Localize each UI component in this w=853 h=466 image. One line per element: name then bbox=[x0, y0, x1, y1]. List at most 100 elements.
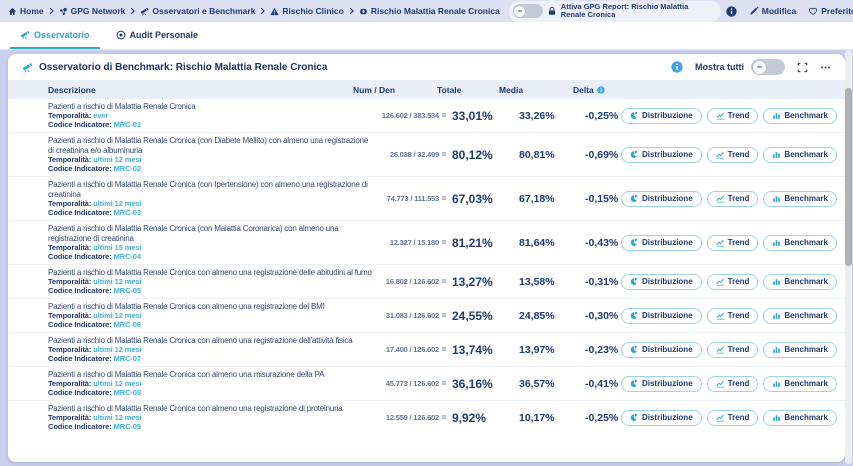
table-row: Pazienti a rischio di Malattia Renale Cr… bbox=[8, 366, 845, 400]
delta-value: -0,31% bbox=[585, 275, 619, 288]
chevron-right-icon bbox=[349, 7, 354, 15]
topbar-actions: Modifica Preferito bbox=[726, 5, 853, 17]
num-den-value: 126.602 / 383.534 bbox=[381, 111, 439, 120]
num-den-value: 12.327 / 15.180 bbox=[389, 238, 439, 247]
benchmark-panel: Osservatorio di Benchmark: Rischio Malat… bbox=[8, 54, 845, 462]
col-num-den: Num / Den bbox=[353, 84, 396, 95]
distribuzione-button[interactable]: Distribuzione bbox=[620, 234, 702, 251]
line-chart-icon bbox=[716, 151, 724, 159]
breadcrumb-label: Rischio Clinico bbox=[282, 6, 344, 16]
indicator-description: Pazienti a rischio di Malattia Renale Cr… bbox=[48, 136, 369, 155]
num-den-value: 17.400 / 126.602 bbox=[385, 345, 439, 354]
distribuzione-button[interactable]: Distribuzione bbox=[620, 107, 702, 124]
pie-chart-icon bbox=[630, 277, 638, 285]
benchmark-button[interactable]: Benchmark bbox=[763, 190, 837, 207]
mostra-tutti-control: Mostra tutti bbox=[695, 59, 785, 75]
trend-button[interactable]: Trend bbox=[706, 341, 759, 358]
kidney-icon bbox=[359, 8, 367, 14]
benchmark-button[interactable]: Benchmark bbox=[763, 375, 837, 392]
benchmark-label: Benchmark bbox=[784, 413, 828, 422]
trend-button[interactable]: Trend bbox=[706, 273, 759, 290]
modifica-button[interactable]: Modifica bbox=[749, 6, 796, 16]
indicator-description: Pazienti a rischio di Malattia Renale Cr… bbox=[48, 102, 196, 111]
scrollbar-track[interactable] bbox=[845, 50, 852, 464]
tab-osservatorio[interactable]: Osservatorio bbox=[10, 22, 100, 49]
tab-audit-personale[interactable]: Audit Personale bbox=[106, 22, 209, 49]
breadcrumb-item-rischio-clinico[interactable]: Rischio Clinico bbox=[270, 6, 344, 16]
distribuzione-button[interactable]: Distribuzione bbox=[620, 307, 702, 324]
trend-button[interactable]: Trend bbox=[706, 409, 759, 426]
col-totale: Totale bbox=[437, 84, 462, 95]
distribuzione-button[interactable]: Distribuzione bbox=[620, 146, 702, 163]
breadcrumb-item-home[interactable]: Home bbox=[8, 6, 44, 16]
target-icon bbox=[116, 30, 125, 39]
trend-label: Trend bbox=[727, 379, 750, 388]
totale-value: 24,55% bbox=[452, 308, 493, 323]
breadcrumb-item-osservatori[interactable]: Osservatori e Benchmark bbox=[140, 6, 255, 16]
trend-button[interactable]: Trend bbox=[706, 107, 759, 124]
trend-button[interactable]: Trend bbox=[706, 190, 759, 207]
distribuzione-button[interactable]: Distribuzione bbox=[620, 190, 702, 207]
bar-chart-icon bbox=[773, 196, 781, 202]
trend-button[interactable]: Trend bbox=[706, 375, 759, 392]
col-descrizione: Descrizione bbox=[48, 84, 96, 95]
network-icon bbox=[59, 7, 67, 15]
fullscreen-button[interactable] bbox=[797, 62, 808, 73]
benchmark-button[interactable]: Benchmark bbox=[763, 341, 837, 358]
distribuzione-button[interactable]: Distribuzione bbox=[620, 409, 702, 426]
breadcrumb-item-gpg-network[interactable]: GPG Network bbox=[59, 6, 125, 16]
codice-label: Codice Indicatore: bbox=[48, 421, 112, 431]
more-options-button[interactable] bbox=[820, 62, 831, 73]
bar-chart-icon bbox=[773, 240, 781, 246]
indicator-temporalita: Temporalità: ultimi 12 mesi bbox=[48, 379, 375, 389]
distribuzione-label: Distribuzione bbox=[641, 111, 693, 120]
indicator-temporalita: Temporalità: ultimi 12 mesi bbox=[48, 311, 375, 321]
benchmark-button[interactable]: Benchmark bbox=[763, 409, 837, 426]
trend-button[interactable]: Trend bbox=[706, 146, 759, 163]
scrollbar-thumb[interactable] bbox=[845, 88, 852, 266]
trend-button[interactable]: Trend bbox=[706, 307, 759, 324]
distribuzione-button[interactable]: Distribuzione bbox=[620, 341, 702, 358]
indicator-temporalita: Temporalità: ultimi 12 mesi bbox=[48, 155, 375, 165]
panel-info-button[interactable] bbox=[671, 61, 683, 73]
media-value: 10,17% bbox=[519, 411, 555, 424]
table-row: Pazienti a rischio di Malattia Renale Cr… bbox=[8, 264, 845, 298]
indicator-temporalita: Temporalità: ultimi 12 mesi bbox=[48, 199, 375, 209]
row-actions: Distribuzione Trend Benchmark bbox=[620, 341, 837, 358]
col-media: Media bbox=[499, 84, 524, 95]
home-icon bbox=[8, 7, 17, 15]
info-icon bbox=[671, 61, 683, 73]
codice-value: MRC-09 bbox=[113, 421, 141, 431]
preferito-button[interactable]: Preferito bbox=[808, 6, 853, 16]
totale-value: 80,12% bbox=[452, 147, 493, 162]
table-row: Pazienti a rischio di Malattia Renale Cr… bbox=[8, 176, 845, 220]
info-icon[interactable] bbox=[597, 85, 605, 94]
distribuzione-button[interactable]: Distribuzione bbox=[620, 273, 702, 290]
distribuzione-button[interactable]: Distribuzione bbox=[620, 375, 702, 392]
breadcrumb-item-rischio-mrc[interactable]: Rischio Malattia Renale Cronica bbox=[359, 6, 500, 16]
benchmark-button[interactable]: Benchmark bbox=[763, 107, 837, 124]
temporalita-label: Temporalità: bbox=[48, 277, 92, 286]
trend-button[interactable]: Trend bbox=[706, 234, 759, 251]
media-value: 13,97% bbox=[519, 343, 555, 356]
warning-triangle-icon bbox=[270, 7, 280, 15]
codice-value: MRC-05 bbox=[113, 285, 141, 295]
indicator-description-cell: Pazienti a rischio di Malattia Renale Cr… bbox=[48, 336, 375, 363]
indicator-description-cell: Pazienti a rischio di Malattia Renale Cr… bbox=[48, 224, 375, 261]
equals-sign: = bbox=[441, 345, 447, 354]
info-button[interactable] bbox=[726, 5, 737, 17]
temporalita-label: Temporalità: bbox=[48, 413, 92, 422]
indicator-codice: Codice Indicatore: MRC-04 bbox=[48, 252, 375, 262]
indicator-description-cell: Pazienti a rischio di Malattia Renale Cr… bbox=[48, 370, 375, 397]
indicator-description-cell: Pazienti a rischio di Malattia Renale Cr… bbox=[48, 268, 375, 295]
gpg-report-toggle[interactable] bbox=[512, 4, 543, 18]
benchmark-button[interactable]: Benchmark bbox=[763, 234, 837, 251]
benchmark-button[interactable]: Benchmark bbox=[763, 273, 837, 290]
benchmark-button[interactable]: Benchmark bbox=[763, 307, 837, 324]
benchmark-button[interactable]: Benchmark bbox=[763, 146, 837, 163]
codice-value: MRC-08 bbox=[113, 387, 141, 397]
bar-chart-icon bbox=[773, 347, 781, 353]
mostra-tutti-toggle[interactable] bbox=[751, 59, 785, 75]
equals-sign: = bbox=[441, 194, 447, 203]
indicator-description: Pazienti a rischio di Malattia Renale Cr… bbox=[48, 180, 368, 199]
